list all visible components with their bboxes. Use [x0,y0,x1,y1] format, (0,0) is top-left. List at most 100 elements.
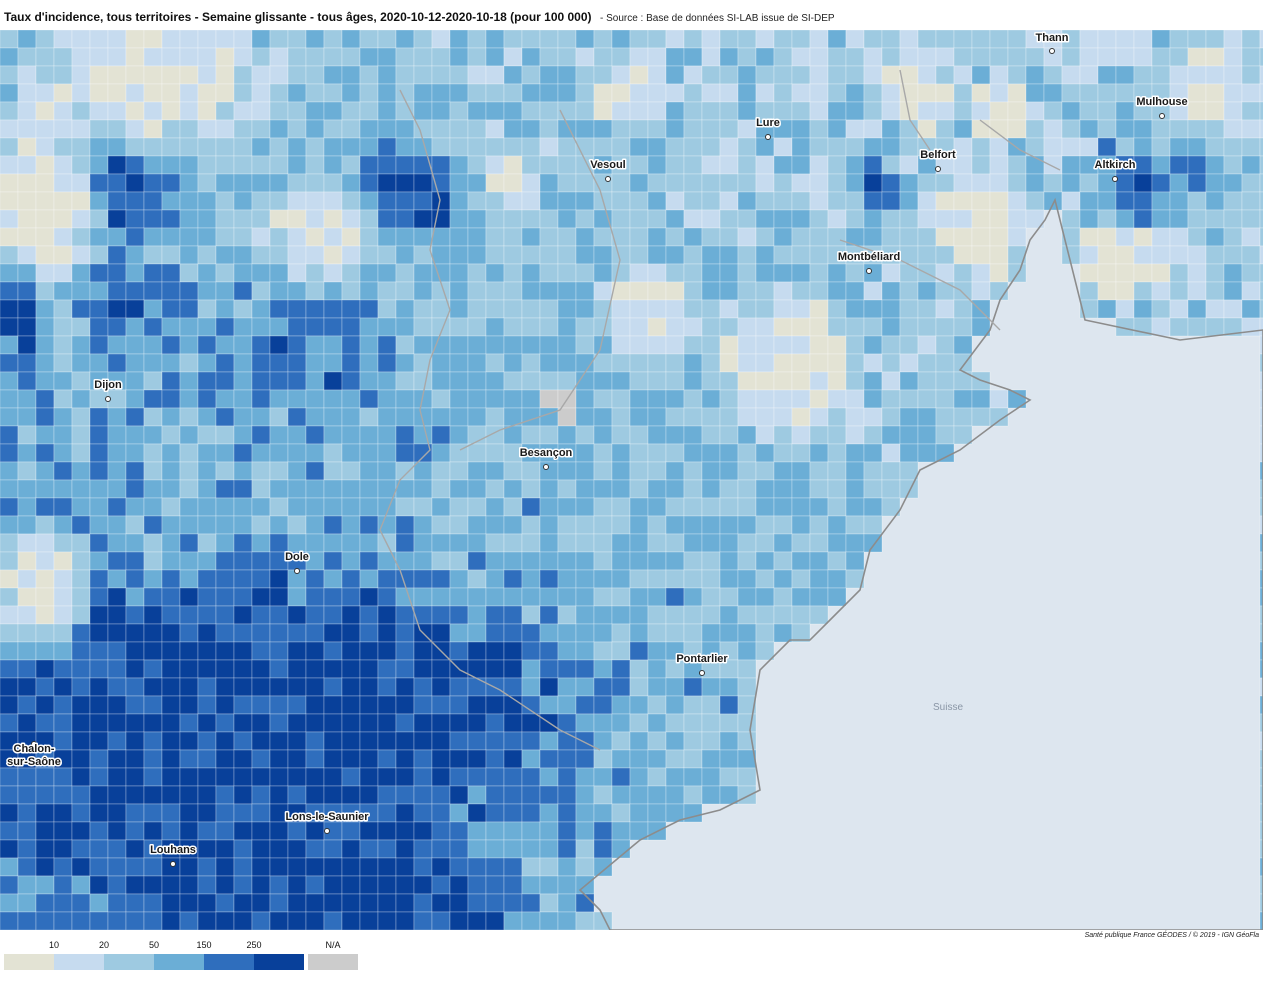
commune-cell[interactable] [467,893,487,913]
commune-cell[interactable] [71,533,91,553]
commune-cell[interactable] [449,911,469,930]
commune-cell[interactable] [107,731,127,751]
commune-cell[interactable] [755,83,775,103]
commune-cell[interactable] [197,857,217,877]
commune-cell[interactable] [179,47,199,67]
commune-cell[interactable] [593,659,613,679]
commune-cell[interactable] [287,353,307,373]
commune-cell[interactable] [521,641,541,661]
commune-cell[interactable] [647,533,667,553]
commune-cell[interactable] [251,137,271,157]
commune-cell[interactable] [611,713,631,733]
commune-cell[interactable] [107,749,127,769]
commune-cell[interactable] [413,641,433,661]
commune-cell[interactable] [179,767,199,787]
commune-cell[interactable] [143,47,163,67]
commune-cell[interactable] [665,263,685,283]
commune-cell[interactable] [17,713,37,733]
commune-cell[interactable] [89,551,109,571]
commune-cell[interactable] [863,263,883,283]
commune-cell[interactable] [629,425,649,445]
commune-cell[interactable] [1097,245,1117,265]
commune-cell[interactable] [449,893,469,913]
commune-cell[interactable] [341,173,361,193]
commune-cell[interactable] [647,263,667,283]
commune-cell[interactable] [269,191,289,211]
commune-cell[interactable] [557,659,577,679]
commune-cell[interactable] [323,209,343,229]
commune-cell[interactable] [647,461,667,481]
commune-cell[interactable] [377,83,397,103]
commune-cell[interactable] [575,911,595,930]
commune-cell[interactable] [467,677,487,697]
commune-cell[interactable] [0,353,19,373]
commune-cell[interactable] [269,479,289,499]
commune-cell[interactable] [503,731,523,751]
commune-cell[interactable] [629,551,649,571]
commune-cell[interactable] [737,605,757,625]
commune-cell[interactable] [305,533,325,553]
commune-cell[interactable] [575,263,595,283]
commune-cell[interactable] [791,533,811,553]
commune-cell[interactable] [539,731,559,751]
commune-cell[interactable] [719,479,739,499]
commune-cell[interactable] [197,479,217,499]
commune-cell[interactable] [773,245,793,265]
commune-cell[interactable] [467,731,487,751]
commune-cell[interactable] [701,713,721,733]
commune-cell[interactable] [179,353,199,373]
commune-cell[interactable] [143,335,163,355]
commune-cell[interactable] [971,299,991,319]
commune-cell[interactable] [953,173,973,193]
commune-cell[interactable] [269,569,289,589]
commune-cell[interactable] [719,497,739,517]
commune-cell[interactable] [0,695,19,715]
commune-cell[interactable] [557,839,577,859]
commune-cell[interactable] [305,191,325,211]
commune-cell[interactable] [1259,371,1263,391]
commune-cell[interactable] [737,659,757,679]
commune-cell[interactable] [935,47,955,67]
commune-cell[interactable] [143,227,163,247]
commune-cell[interactable] [755,407,775,427]
commune-cell[interactable] [197,659,217,679]
commune-cell[interactable] [107,479,127,499]
commune-cell[interactable] [359,551,379,571]
commune-cell[interactable] [395,461,415,481]
commune-cell[interactable] [773,569,793,589]
commune-cell[interactable] [539,821,559,841]
commune-cell[interactable] [1115,227,1135,247]
commune-cell[interactable] [845,173,865,193]
commune-cell[interactable] [287,605,307,625]
commune-cell[interactable] [251,389,271,409]
commune-cell[interactable] [143,407,163,427]
commune-cell[interactable] [89,173,109,193]
commune-cell[interactable] [161,101,181,121]
commune-cell[interactable] [1097,191,1117,211]
commune-cell[interactable] [557,857,577,877]
commune-cell[interactable] [233,695,253,715]
commune-cell[interactable] [395,299,415,319]
commune-cell[interactable] [395,263,415,283]
commune-cell[interactable] [287,119,307,139]
commune-cell[interactable] [341,119,361,139]
commune-cell[interactable] [431,857,451,877]
commune-cell[interactable] [251,785,271,805]
commune-cell[interactable] [755,335,775,355]
commune-cell[interactable] [665,749,685,769]
commune-cell[interactable] [71,821,91,841]
commune-cell[interactable] [341,569,361,589]
commune-cell[interactable] [89,479,109,499]
commune-cell[interactable] [1007,173,1027,193]
commune-cell[interactable] [179,119,199,139]
commune-cell[interactable] [467,497,487,517]
commune-cell[interactable] [845,47,865,67]
commune-cell[interactable] [143,443,163,463]
commune-cell[interactable] [755,569,775,589]
commune-cell[interactable] [899,173,919,193]
commune-cell[interactable] [287,191,307,211]
commune-cell[interactable] [89,749,109,769]
commune-cell[interactable] [197,299,217,319]
commune-cell[interactable] [377,137,397,157]
commune-cell[interactable] [269,623,289,643]
